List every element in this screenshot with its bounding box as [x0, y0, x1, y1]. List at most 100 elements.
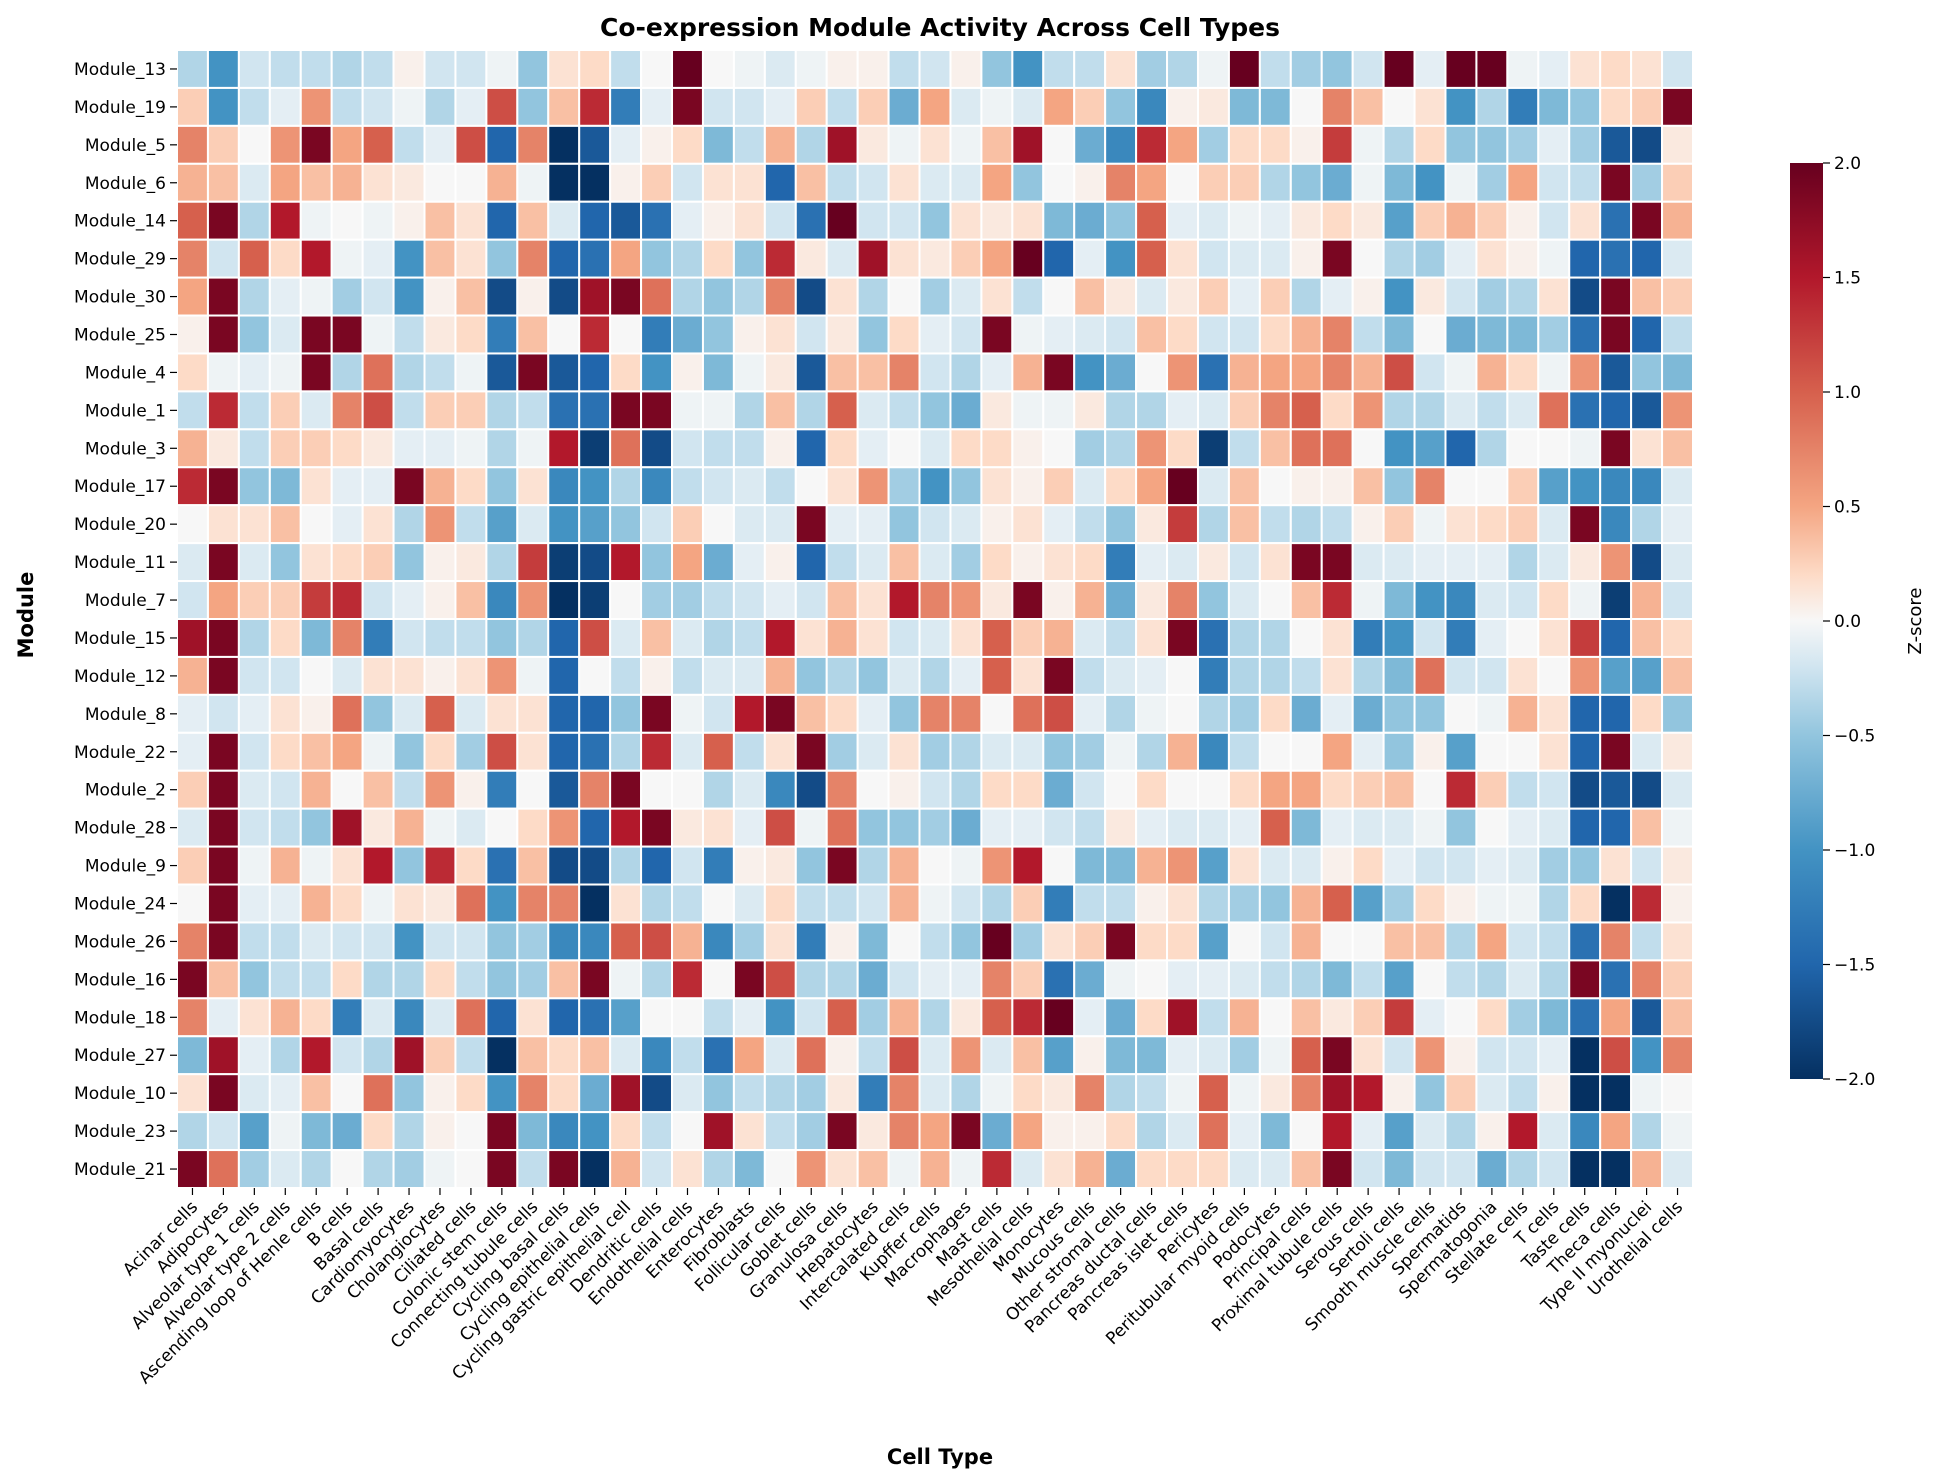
heatmap-cell	[1320, 314, 1354, 355]
heatmap-cell	[1351, 655, 1385, 696]
heatmap-cell	[732, 276, 766, 317]
heatmap-cell	[1444, 997, 1478, 1038]
heatmap-cell	[1258, 1149, 1292, 1189]
heatmap-cell	[732, 655, 766, 696]
heatmap-cell	[794, 731, 828, 772]
heatmap-cell	[578, 238, 612, 279]
chart-title: Co-expression Module Activity Across Cel…	[600, 13, 1280, 42]
heatmap-cell	[732, 1035, 766, 1076]
heatmap-cell	[299, 390, 333, 431]
heatmap-cell	[1661, 1111, 1695, 1152]
heatmap-cell	[268, 618, 302, 658]
heatmap-cell	[794, 1073, 828, 1114]
heatmap-cell	[1042, 542, 1076, 583]
heatmap-cell	[1661, 86, 1695, 127]
colorbar-tick-label: −2.0	[1834, 1070, 1875, 1090]
heatmap-cell	[1475, 428, 1509, 469]
heatmap-cell	[176, 352, 209, 393]
heatmap-cell	[237, 49, 271, 89]
heatmap-cell	[299, 314, 333, 355]
heatmap-cell	[671, 769, 704, 810]
heatmap-cell	[640, 655, 674, 696]
heatmap-cell	[330, 769, 364, 810]
heatmap-cell	[330, 580, 364, 621]
heatmap-cell	[547, 883, 581, 924]
heatmap-cell	[1196, 428, 1230, 469]
heatmap-cell	[980, 504, 1014, 545]
heatmap-cell	[763, 731, 797, 772]
heatmap-cell	[423, 618, 457, 658]
heatmap-cell	[1135, 655, 1169, 696]
heatmap-cell	[1413, 1035, 1447, 1076]
heatmap-cell	[1258, 200, 1292, 241]
heatmap-cell	[1104, 504, 1138, 545]
heatmap-cell	[578, 693, 612, 734]
heatmap-cell	[423, 124, 457, 165]
heatmap-cell	[887, 124, 921, 165]
colorbar-ticks: 2.01.51.00.50.0−0.5−1.0−1.5−2.0	[1823, 154, 1875, 1090]
heatmap-cell	[330, 428, 364, 469]
heatmap-cell	[1630, 238, 1664, 279]
heatmap-cell	[485, 807, 519, 848]
heatmap-cell	[1506, 542, 1540, 583]
heatmap-cell	[949, 693, 983, 734]
heatmap-cell	[454, 124, 488, 165]
heatmap-cell	[609, 200, 643, 241]
heatmap-cell	[671, 504, 704, 545]
heatmap-cell	[1042, 921, 1076, 962]
heatmap-cell	[1630, 49, 1664, 89]
heatmap-cell	[918, 921, 952, 962]
heatmap-cell	[1042, 1149, 1076, 1189]
heatmap-cell	[423, 731, 457, 772]
heatmap-cell	[1506, 1035, 1540, 1076]
row-label: Module_30	[74, 288, 166, 308]
heatmap-cell	[1104, 428, 1138, 469]
heatmap-cell	[1135, 86, 1169, 127]
heatmap-cell	[392, 655, 426, 696]
heatmap-cell	[887, 731, 921, 772]
heatmap-cell	[1166, 997, 1199, 1038]
heatmap-cell	[1258, 883, 1292, 924]
heatmap-cell	[1320, 1149, 1354, 1189]
heatmap-cell	[732, 921, 766, 962]
heatmap-cell	[516, 1149, 550, 1189]
heatmap-cell	[856, 542, 890, 583]
heatmap-cell	[1661, 238, 1695, 279]
heatmap-cell	[609, 997, 643, 1038]
colorbar-label: Z-score	[1905, 588, 1926, 655]
heatmap-cell	[1073, 466, 1107, 507]
heatmap-cell	[1135, 997, 1169, 1038]
heatmap-cell	[763, 352, 797, 393]
heatmap-cell	[454, 466, 488, 507]
heatmap-cell	[578, 580, 612, 621]
heatmap-cell	[1351, 1111, 1385, 1152]
heatmap-cell	[949, 276, 983, 317]
heatmap-cell	[763, 504, 797, 545]
heatmap-cell	[763, 86, 797, 127]
heatmap-cell	[701, 731, 735, 772]
heatmap-cell	[206, 428, 240, 469]
heatmap-cell	[516, 200, 550, 241]
heatmap-cell	[1073, 428, 1107, 469]
heatmap-cell	[671, 618, 704, 658]
heatmap-cell	[701, 959, 735, 1000]
heatmap-cell	[268, 162, 302, 203]
heatmap-cell	[1568, 49, 1602, 89]
heatmap-cell	[671, 807, 704, 848]
heatmap-cell	[516, 124, 550, 165]
heatmap-cell	[949, 845, 983, 886]
heatmap-cell	[825, 314, 859, 355]
heatmap-cell	[1351, 200, 1385, 241]
heatmap-cell	[1568, 959, 1602, 1000]
heatmap-cell	[732, 352, 766, 393]
heatmap-cell	[454, 238, 488, 279]
heatmap-cell	[640, 693, 674, 734]
heatmap-cell	[176, 693, 209, 734]
heatmap-cell	[1506, 314, 1540, 355]
heatmap-cell	[640, 314, 674, 355]
heatmap-cell	[1166, 200, 1199, 241]
heatmap-cell	[980, 162, 1014, 203]
row-label: Module_24	[74, 895, 166, 915]
heatmap-cell	[794, 693, 828, 734]
heatmap-cell	[1599, 1111, 1633, 1152]
